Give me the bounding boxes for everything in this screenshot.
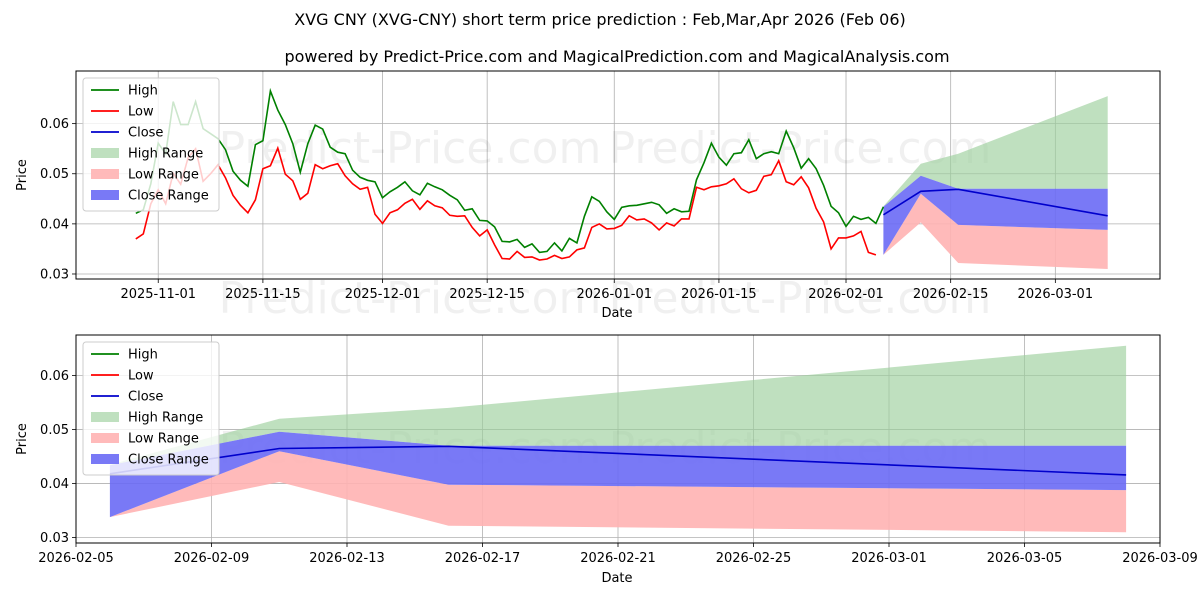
high-range-band — [883, 96, 1108, 207]
x-tick-label: 2026-03-05 — [987, 551, 1063, 566]
chart-subtitle: powered by Predict-Price.com and Magical… — [284, 47, 949, 66]
history-y-axis-label: Price — [15, 159, 30, 191]
history-y-ticks: 0.03 0.04 0.05 0.06 — [40, 117, 76, 282]
legend-label: High — [128, 84, 158, 99]
forecast-x-ticks: 2026-02-05 2026-02-09 2026-02-13 2026-02-17… — [38, 543, 1198, 566]
close-range-band — [883, 175, 1108, 255]
legend-swatch-patch — [91, 433, 119, 443]
forecast-y-axis-label: Price — [15, 423, 30, 455]
y-tick-label: 0.03 — [40, 267, 69, 282]
x-tick-label: 2026-02-05 — [38, 551, 114, 566]
x-tick-label: 2026-03-01 — [851, 551, 927, 566]
legend-label: High Range — [128, 147, 203, 162]
x-tick-label: 2026-01-01 — [576, 287, 652, 302]
legend-swatch-patch — [91, 190, 119, 200]
legend-swatch-patch — [91, 412, 119, 422]
legend-swatch-patch — [91, 148, 119, 158]
watermark-text: Predict-Price.com — [219, 273, 602, 324]
x-tick-label: 2026-03-01 — [1018, 287, 1094, 302]
legend-label: Close — [128, 126, 163, 141]
forecast-panel: Predict-Price.com Predict-Price.com 2026… — [15, 334, 1198, 586]
x-tick-label: 2025-12-15 — [449, 287, 525, 302]
legend-label: Close Range — [128, 189, 209, 204]
y-tick-label: 0.05 — [40, 423, 69, 438]
history-x-ticks: 2025-11-01 2025-11-15 2025-12-01 2025-12-15… — [120, 279, 1093, 302]
y-tick-label: 0.05 — [40, 167, 69, 182]
legend-label: High — [128, 348, 158, 363]
legend-label: Close Range — [128, 453, 209, 468]
watermark-text: Predict-Price.com — [609, 273, 992, 324]
low-line — [135, 145, 877, 261]
low-range-band — [109, 451, 1127, 533]
high-line — [135, 87, 885, 254]
high-range-band — [109, 345, 1127, 466]
history-axes-frame — [75, 70, 1161, 280]
legend-label: Low Range — [128, 432, 199, 447]
legend-swatch-patch — [91, 454, 119, 464]
close-line — [882, 188, 1108, 217]
x-tick-label: 2026-02-15 — [913, 287, 989, 302]
close-range-band — [109, 431, 1127, 518]
y-tick-label: 0.06 — [40, 369, 69, 384]
x-tick-label: 2026-02-13 — [309, 551, 385, 566]
legend-swatch-patch — [91, 169, 119, 179]
forecast-legend: High Low Close High Range Low Range Close Ran… — [82, 341, 220, 476]
x-tick-label: 2025-11-15 — [225, 287, 301, 302]
legend-label: Low — [128, 105, 154, 120]
forecast-y-ticks: 0.03 0.04 0.05 0.06 — [40, 369, 76, 546]
legend-label: Low — [128, 369, 154, 384]
y-tick-label: 0.04 — [40, 217, 69, 232]
y-tick-label: 0.03 — [40, 531, 69, 546]
y-tick-label: 0.06 — [40, 117, 69, 132]
forecast-x-axis-label: Date — [601, 571, 632, 586]
history-panel: Predict-Price.com Predict-Price.com Pred… — [15, 70, 1161, 324]
x-tick-label: 2026-02-17 — [445, 551, 521, 566]
legend-label: Low Range — [128, 168, 199, 183]
history-x-axis-label: Date — [601, 306, 632, 321]
legend-label: High Range — [128, 411, 203, 426]
low-range-band — [883, 193, 1108, 269]
x-tick-label: 2026-01-15 — [681, 287, 757, 302]
x-tick-label: 2026-03-09 — [1122, 551, 1198, 566]
forecast-series — [109, 345, 1127, 533]
x-tick-label: 2026-02-21 — [580, 551, 656, 566]
x-tick-label: 2026-02-09 — [174, 551, 250, 566]
x-tick-label: 2026-02-25 — [716, 551, 792, 566]
y-tick-label: 0.04 — [40, 477, 69, 492]
x-tick-label: 2025-11-01 — [120, 287, 196, 302]
history-legend: High Low Close High Range Low Range Close Ran… — [82, 77, 220, 212]
chart-title: XVG CNY (XVG-CNY) short term price predi… — [294, 10, 906, 29]
legend-label: Close — [128, 390, 163, 405]
history-series — [135, 87, 1108, 269]
watermark-text: Predict-Price.com — [219, 123, 602, 174]
x-tick-label: 2026-02-01 — [808, 287, 884, 302]
x-tick-label: 2025-12-01 — [345, 287, 421, 302]
